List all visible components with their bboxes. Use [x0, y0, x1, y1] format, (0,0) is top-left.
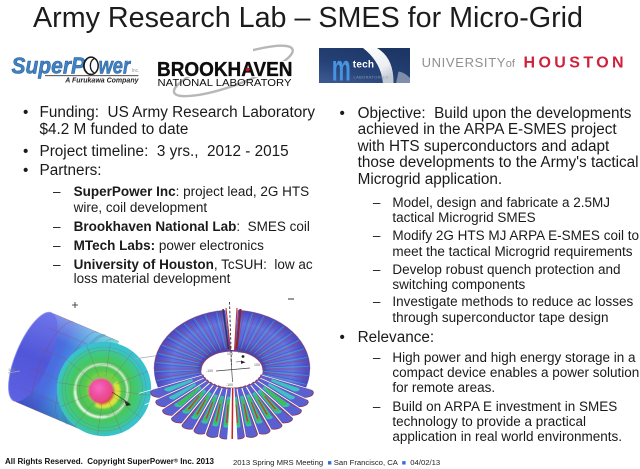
svg-text:100: 100	[8, 367, 15, 372]
svg-text:UNIVERSITY: UNIVERSITY	[422, 55, 507, 70]
svg-text:Inc.: Inc.	[132, 68, 140, 74]
svg-text:200: 200	[238, 350, 244, 354]
svg-text:-100: -100	[206, 369, 213, 373]
svg-text:-100: -100	[226, 383, 233, 387]
svg-text:LABORATORIES: LABORATORIES	[353, 74, 388, 79]
svg-text:SuperP: SuperP	[12, 52, 86, 78]
svg-text:HOUSTON: HOUSTON	[524, 54, 628, 71]
svg-text:100: 100	[254, 363, 260, 367]
svg-text:wer: wer	[99, 52, 131, 78]
svg-text:m: m	[331, 48, 350, 83]
svg-text:A Furukawa Company: A Furukawa Company	[64, 78, 139, 85]
svg-text:BROOKHAVEN: BROOKHAVEN	[157, 59, 293, 81]
svg-text:1.00: 1.00	[119, 397, 129, 406]
svg-text:100: 100	[227, 352, 233, 356]
svg-text:NATIONAL LABORATORY: NATIONAL LABORATORY	[158, 77, 292, 89]
svg-text:of: of	[506, 58, 516, 70]
svg-text:tech: tech	[352, 59, 373, 70]
